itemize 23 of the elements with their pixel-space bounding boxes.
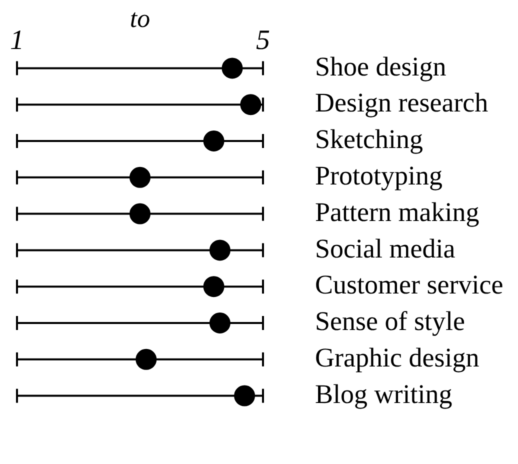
x-tick-label: 1 (10, 24, 24, 56)
y-tick-label: Shoe design (315, 51, 447, 82)
text: to (130, 4, 150, 33)
point (203, 130, 224, 152)
point (130, 166, 150, 188)
point (222, 58, 243, 79)
y-tick-label: Sense of style (315, 306, 465, 336)
point (234, 385, 256, 406)
y-tick-label: Design research (315, 88, 489, 118)
y-tick-label: Graphic design (315, 342, 480, 372)
y-tick-label: Blog writing (315, 378, 452, 409)
point (136, 348, 157, 370)
point (203, 276, 224, 298)
y-tick-label: Customer service (315, 270, 504, 300)
point (209, 240, 230, 261)
y-tick-label: Social media (315, 233, 456, 264)
x-tick-label: 5 (256, 24, 270, 56)
y-tick-label: Sketching (315, 124, 423, 154)
y-tick-label: Pattern making (315, 196, 480, 227)
point (209, 312, 230, 334)
point (130, 203, 150, 224)
y-tick-label: Prototyping (315, 160, 443, 190)
point (240, 94, 262, 116)
